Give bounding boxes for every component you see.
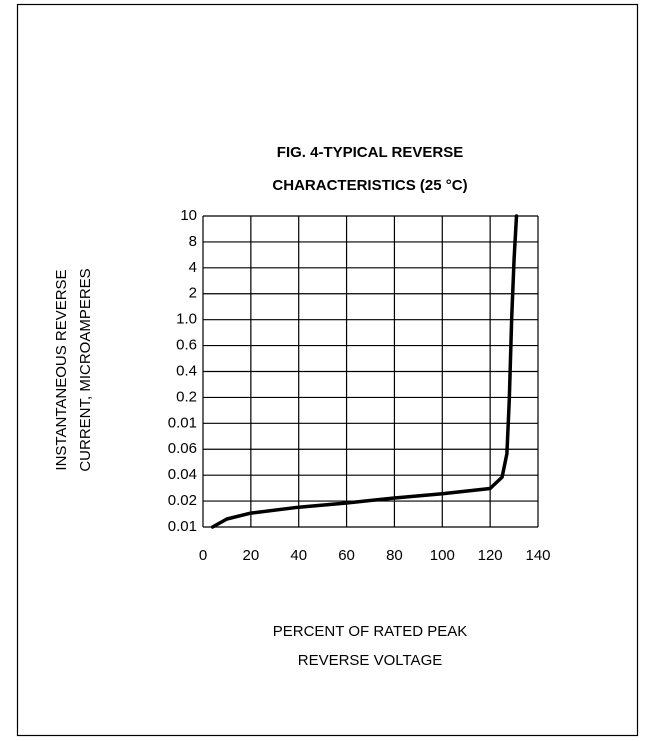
y-tick-label: 0.01	[168, 518, 197, 535]
y-tick-label: 0.4	[176, 362, 197, 379]
y-tick-label: 0.2	[176, 388, 197, 405]
y-tick-label: 0.06	[168, 440, 197, 457]
data-line	[210, 214, 519, 529]
y-tick-label: 4	[189, 259, 197, 276]
frame	[16, 3, 639, 737]
x-tick-label: 140	[525, 547, 550, 564]
x-tick-label: 80	[386, 547, 403, 564]
chart-title: FIG. 4-TYPICAL REVERSE	[277, 144, 463, 161]
y-axis-label: INSTANTANEOUS REVERSE	[53, 269, 70, 470]
y-tick-label: 10	[180, 207, 197, 224]
x-tick-label: 20	[243, 547, 260, 564]
y-tick-label: 8	[189, 233, 197, 250]
x-axis-label: PERCENT OF RATED PEAK	[273, 623, 467, 640]
x-tick-label: 0	[199, 547, 207, 564]
chart-title: CHARACTERISTICS (25 °C)	[272, 177, 467, 194]
y-tick-label: 0.02	[168, 492, 197, 509]
x-axis-label: REVERSE VOLTAGE	[298, 652, 443, 669]
x-tick-label: 100	[430, 547, 455, 564]
x-tick-label: 60	[338, 547, 355, 564]
y-axis-label: CURRENT, MICROAMPERES	[77, 268, 94, 471]
y-tick-label: 0.01	[168, 414, 197, 431]
y-tick-label: 0.04	[168, 466, 197, 483]
x-tick-label: 40	[290, 547, 307, 564]
y-tick-label: 2	[189, 285, 197, 302]
y-tick-label: 1.0	[176, 311, 197, 328]
y-tick-label: 0.6	[176, 337, 197, 354]
x-tick-label: 120	[478, 547, 503, 564]
